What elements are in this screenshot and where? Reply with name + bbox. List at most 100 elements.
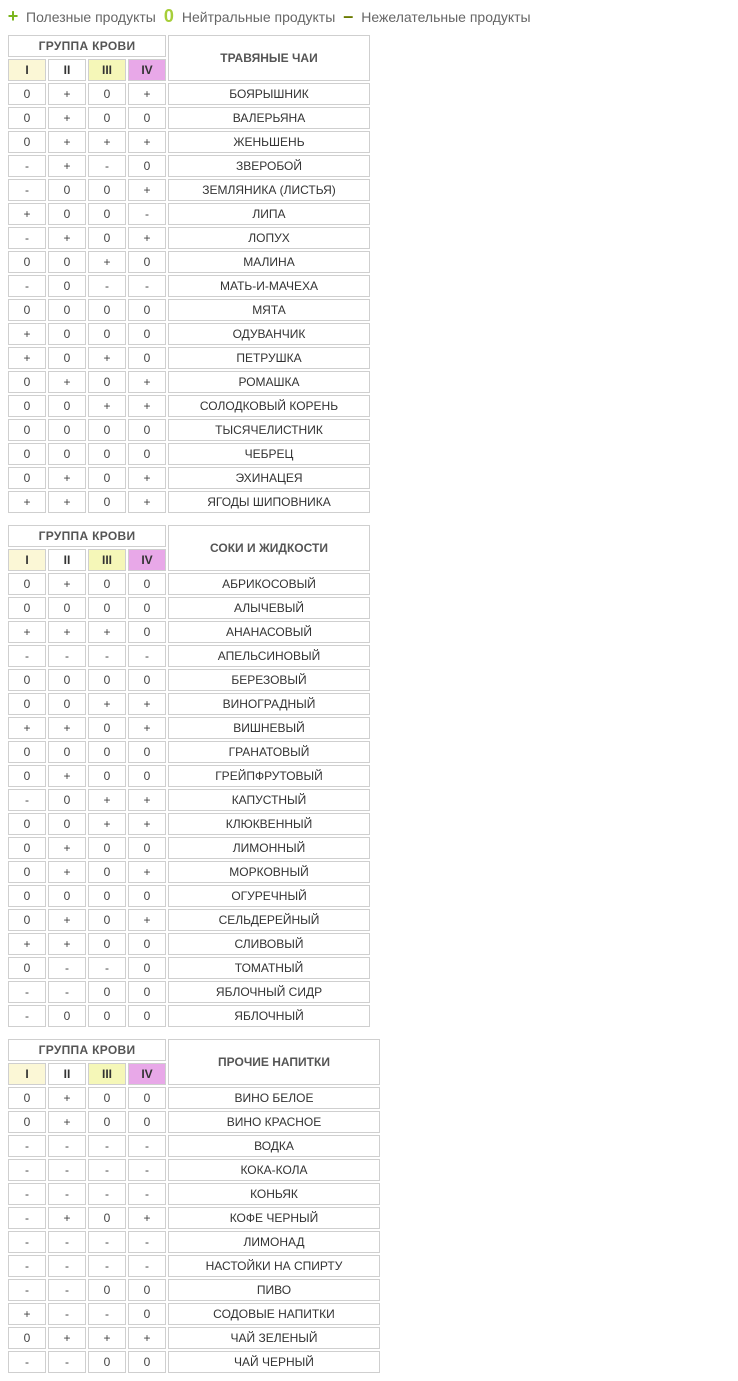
value-cell: 0 [8, 837, 46, 859]
value-cell: - [8, 789, 46, 811]
value-cell: 0 [48, 1005, 86, 1027]
value-cell: 0 [128, 957, 166, 979]
product-name: ЛИМОНАД [168, 1231, 380, 1253]
table-row: -+-0ЗВЕРОБОЙ [8, 155, 370, 177]
value-cell: 0 [8, 597, 46, 619]
value-cell: + [48, 227, 86, 249]
table-row: 0+00ЛИМОННЫЙ [8, 837, 370, 859]
table-row: 00++ВИНОГРАДНЫЙ [8, 693, 370, 715]
value-cell: 0 [88, 467, 126, 489]
value-cell: + [128, 717, 166, 739]
value-cell: 0 [128, 1351, 166, 1373]
value-cell: - [48, 1255, 86, 1277]
product-name: ГРЕЙПФРУТОВЫЙ [168, 765, 370, 787]
product-name: ВИНО КРАСНОЕ [168, 1111, 380, 1133]
value-cell: 0 [88, 179, 126, 201]
value-cell: 0 [48, 395, 86, 417]
table-row: --00ПИВО [8, 1279, 380, 1301]
product-name: ЧЕБРЕЦ [168, 443, 370, 465]
value-cell: - [8, 1135, 46, 1157]
value-cell: 0 [8, 251, 46, 273]
table-row: -+0+ЛОПУХ [8, 227, 370, 249]
table-row: +--0СОДОВЫЕ НАПИТКИ [8, 1303, 380, 1325]
table-row: +00-ЛИПА [8, 203, 370, 225]
value-cell: + [128, 179, 166, 201]
table-row: ++00СЛИВОВЫЙ [8, 933, 370, 955]
value-cell: - [48, 1183, 86, 1205]
value-cell: 0 [48, 885, 86, 907]
value-cell: 0 [128, 1005, 166, 1027]
value-cell: - [8, 1005, 46, 1027]
col-header-IV: IV [128, 549, 166, 571]
value-cell: - [8, 275, 46, 297]
value-cell: + [48, 933, 86, 955]
value-cell: + [128, 467, 166, 489]
col-header-I: I [8, 59, 46, 81]
table-row: 0000ГРАНАТОВЫЙ [8, 741, 370, 763]
value-cell: 0 [8, 909, 46, 931]
table-row: -00+ЗЕМЛЯНИКА (ЛИСТЬЯ) [8, 179, 370, 201]
value-cell: 0 [48, 347, 86, 369]
value-cell: 0 [8, 131, 46, 153]
value-cell: + [48, 861, 86, 883]
value-cell: 0 [88, 203, 126, 225]
product-name: НАСТОЙКИ НА СПИРТУ [168, 1255, 380, 1277]
value-cell: + [128, 861, 166, 883]
value-cell: 0 [128, 347, 166, 369]
value-cell: - [88, 1183, 126, 1205]
value-cell: + [128, 227, 166, 249]
product-name: ЖЕНЬШЕНЬ [168, 131, 370, 153]
value-cell: + [48, 1111, 86, 1133]
value-cell: + [48, 131, 86, 153]
value-cell: - [128, 1255, 166, 1277]
table-row: ----КОНЬЯК [8, 1183, 380, 1205]
product-name: СОЛОДКОВЫЙ КОРЕНЬ [168, 395, 370, 417]
group-header: ГРУППА КРОВИ [8, 525, 166, 547]
product-name: ЛИМОННЫЙ [168, 837, 370, 859]
value-cell: + [8, 323, 46, 345]
value-cell: - [8, 1207, 46, 1229]
value-cell: 0 [48, 443, 86, 465]
value-cell: 0 [128, 981, 166, 1003]
value-cell: 0 [48, 693, 86, 715]
value-cell: - [128, 1183, 166, 1205]
group-header: ГРУППА КРОВИ [8, 35, 166, 57]
value-cell: + [128, 789, 166, 811]
value-cell: 0 [8, 395, 46, 417]
product-name: МАЛИНА [168, 251, 370, 273]
table-row: 00+0МАЛИНА [8, 251, 370, 273]
value-cell: 0 [128, 1087, 166, 1109]
value-cell: 0 [88, 981, 126, 1003]
value-cell: + [128, 909, 166, 931]
value-cell: 0 [88, 371, 126, 393]
value-cell: - [88, 275, 126, 297]
table-row: +000ОДУВАНЧИК [8, 323, 370, 345]
value-cell: 0 [128, 299, 166, 321]
value-cell: 0 [128, 573, 166, 595]
product-name: ЯГОДЫ ШИПОВНИКА [168, 491, 370, 513]
blood-type-table-other-drinks: ГРУППА КРОВИПРОЧИЕ НАПИТКИIIIIIIIV0+00ВИ… [6, 1037, 382, 1375]
value-cell: - [128, 203, 166, 225]
value-cell: + [8, 621, 46, 643]
table-row: ----КОКА-КОЛА [8, 1159, 380, 1181]
value-cell: + [88, 347, 126, 369]
value-cell: - [128, 1159, 166, 1181]
table-row: ++0+ВИШНЕВЫЙ [8, 717, 370, 739]
value-cell: 0 [128, 741, 166, 763]
value-cell: + [48, 467, 86, 489]
value-cell: 0 [128, 323, 166, 345]
value-cell: 0 [128, 1111, 166, 1133]
value-cell: 0 [8, 443, 46, 465]
value-cell: + [8, 491, 46, 513]
value-cell: 0 [88, 491, 126, 513]
value-cell: 0 [48, 203, 86, 225]
value-cell: + [48, 155, 86, 177]
table-row: 0000ТЫСЯЧЕЛИСТНИК [8, 419, 370, 441]
product-name: АЛЫЧЕВЫЙ [168, 597, 370, 619]
value-cell: 0 [128, 837, 166, 859]
value-cell: 0 [88, 1351, 126, 1373]
product-name: АПЕЛЬСИНОВЫЙ [168, 645, 370, 667]
product-name: ЧАЙ ЗЕЛЕНЫЙ [168, 1327, 380, 1349]
value-cell: + [128, 1327, 166, 1349]
value-cell: 0 [128, 419, 166, 441]
